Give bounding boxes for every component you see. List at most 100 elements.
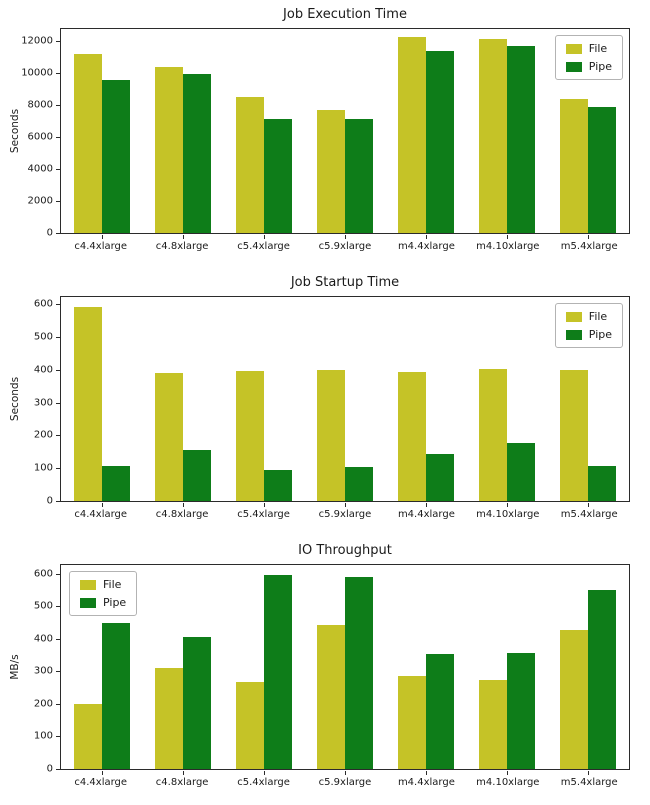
bar-group-m4.4xlarge bbox=[386, 297, 467, 507]
bar-file-m4.4xlarge bbox=[398, 37, 427, 233]
y-tick-mark bbox=[56, 573, 60, 575]
x-tick-label: m5.4xlarge bbox=[560, 777, 618, 788]
bar-pipe-c4.8xlarge bbox=[182, 73, 211, 233]
y-tick-label: 600 bbox=[33, 568, 53, 580]
bar-pipe-c4.4xlarge bbox=[101, 80, 130, 233]
legend-label-pipe: Pipe bbox=[588, 60, 612, 73]
legend-label-file: File bbox=[103, 578, 122, 591]
plot-area: 0 100 200 300 400 500 600 File Pipe bbox=[34, 296, 630, 507]
bar-group-m4.10xlarge bbox=[467, 29, 548, 239]
y-tick-label: 300 bbox=[33, 397, 53, 409]
legend-label-pipe: Pipe bbox=[103, 596, 127, 609]
x-tick-label: c4.8xlarge bbox=[155, 509, 209, 520]
plot-area: 0 2000 4000 6000 8000 10000 12000 File Pipe bbox=[21, 28, 630, 239]
y-tick-mark bbox=[56, 501, 60, 502]
bar-pipe-c5.4xlarge bbox=[263, 574, 292, 769]
y-tick-label: 4000 bbox=[27, 163, 53, 175]
x-tick-mark bbox=[426, 235, 428, 239]
legend-swatch-pipe bbox=[565, 61, 582, 72]
legend-item-file: File bbox=[80, 578, 126, 591]
bar-pipe-m4.10xlarge bbox=[507, 442, 536, 501]
y-tick-mark bbox=[56, 769, 60, 770]
bar-pipe-m4.4xlarge bbox=[426, 454, 455, 501]
x-tick-label: c4.4xlarge bbox=[74, 241, 128, 252]
bar-group-c4.8xlarge bbox=[142, 29, 223, 239]
bar-group-c5.4xlarge bbox=[223, 565, 304, 775]
y-tick-mark bbox=[56, 402, 60, 404]
chart-title: Job Execution Time bbox=[283, 7, 407, 22]
y-tick-mark bbox=[56, 304, 60, 306]
bar-pipe-c5.4xlarge bbox=[263, 118, 292, 233]
x-tick-label: c5.4xlarge bbox=[237, 509, 290, 520]
x-axis-tick-labels: c4.4xlarge c4.8xlarge c5.4xlarge c5.9xlarge… bbox=[60, 509, 630, 520]
bar-group-c5.9xlarge bbox=[304, 565, 385, 775]
bars-area bbox=[61, 29, 629, 239]
bar-file-c5.4xlarge bbox=[235, 681, 264, 769]
y-tick-label: 0 bbox=[46, 495, 53, 507]
bar-pipe-m4.10xlarge bbox=[507, 45, 536, 233]
bar-group-c5.9xlarge bbox=[304, 297, 385, 507]
bar-file-m4.10xlarge bbox=[479, 680, 508, 769]
y-tick-mark bbox=[56, 671, 60, 673]
bars-area bbox=[61, 565, 629, 775]
bar-pipe-m5.4xlarge bbox=[588, 589, 617, 769]
y-tick-mark bbox=[56, 703, 60, 705]
legend-swatch-pipe bbox=[565, 329, 582, 340]
legend-label-file: File bbox=[588, 310, 608, 323]
x-tick-label: c4.4xlarge bbox=[74, 777, 128, 788]
x-tick-mark bbox=[101, 503, 103, 507]
x-tick-mark bbox=[263, 503, 265, 507]
legend-swatch-pipe bbox=[80, 597, 96, 608]
x-tick-label: c4.4xlarge bbox=[74, 509, 128, 520]
x-axis-tick-labels: c4.4xlarge c4.8xlarge c5.4xlarge c5.9xlarge… bbox=[60, 241, 630, 252]
bar-file-c4.8xlarge bbox=[154, 667, 183, 769]
plot-area: 0 100 200 300 400 500 600 File Pipe bbox=[34, 564, 630, 775]
x-axis-tick-labels: c4.4xlarge c4.8xlarge c5.4xlarge c5.9xlarge… bbox=[60, 777, 630, 788]
legend: File Pipe bbox=[554, 35, 623, 80]
bar-group-c4.4xlarge bbox=[61, 29, 142, 239]
legend-item-pipe: Pipe bbox=[80, 596, 126, 609]
y-tick-mark bbox=[56, 233, 60, 234]
x-tick-mark bbox=[588, 235, 590, 239]
legend-swatch-file bbox=[80, 579, 96, 590]
y-tick-mark bbox=[56, 201, 60, 202]
chart-title: IO Throughput bbox=[298, 543, 392, 558]
chart-io-throughput: IO Throughput MB/s 0 100 200 300 400 500 600 Fi… bbox=[0, 538, 650, 805]
x-tick-label: c5.4xlarge bbox=[237, 777, 290, 788]
y-tick-label: 300 bbox=[33, 665, 53, 677]
y-tick-label: 200 bbox=[33, 429, 53, 441]
x-tick-label: m4.4xlarge bbox=[397, 241, 455, 252]
bar-pipe-c4.4xlarge bbox=[101, 465, 130, 501]
bar-file-c4.8xlarge bbox=[154, 373, 183, 501]
x-tick-mark bbox=[344, 235, 346, 239]
x-tick-mark bbox=[101, 235, 103, 239]
x-tick-label: m4.4xlarge bbox=[397, 509, 455, 520]
y-tick-label: 500 bbox=[33, 331, 53, 343]
legend-label-pipe: Pipe bbox=[588, 328, 612, 341]
x-tick-label: m4.10xlarge bbox=[476, 241, 540, 252]
x-tick-label: c5.9xlarge bbox=[318, 241, 372, 252]
bar-group-m4.4xlarge bbox=[386, 565, 467, 775]
bar-file-c5.4xlarge bbox=[235, 371, 264, 501]
bar-file-c4.4xlarge bbox=[73, 703, 102, 769]
legend-swatch-file bbox=[565, 311, 582, 322]
bar-file-m5.4xlarge bbox=[560, 99, 589, 233]
legend-label-file: File bbox=[588, 42, 608, 55]
bar-group-m4.10xlarge bbox=[467, 565, 548, 775]
chart-job-startup-time: Job Startup Time Seconds 0 100 200 300 400 50… bbox=[0, 270, 650, 537]
bar-file-c5.9xlarge bbox=[316, 369, 345, 501]
x-tick-label: c5.9xlarge bbox=[318, 777, 372, 788]
y-tick-mark bbox=[56, 337, 60, 339]
bar-file-m4.4xlarge bbox=[398, 371, 427, 501]
y-tick-label: 0 bbox=[46, 227, 53, 239]
bar-group-c4.8xlarge bbox=[142, 297, 223, 507]
x-tick-mark bbox=[507, 771, 509, 775]
legend-swatch-file bbox=[565, 43, 582, 54]
y-tick-label: 600 bbox=[33, 298, 53, 310]
y-tick-label: 400 bbox=[33, 364, 53, 376]
legend-item-file: File bbox=[565, 42, 612, 55]
y-tick-label: 400 bbox=[33, 633, 53, 645]
bar-group-c5.4xlarge bbox=[223, 29, 304, 239]
x-tick-label: c4.8xlarge bbox=[155, 777, 209, 788]
y-tick-mark bbox=[56, 736, 60, 738]
